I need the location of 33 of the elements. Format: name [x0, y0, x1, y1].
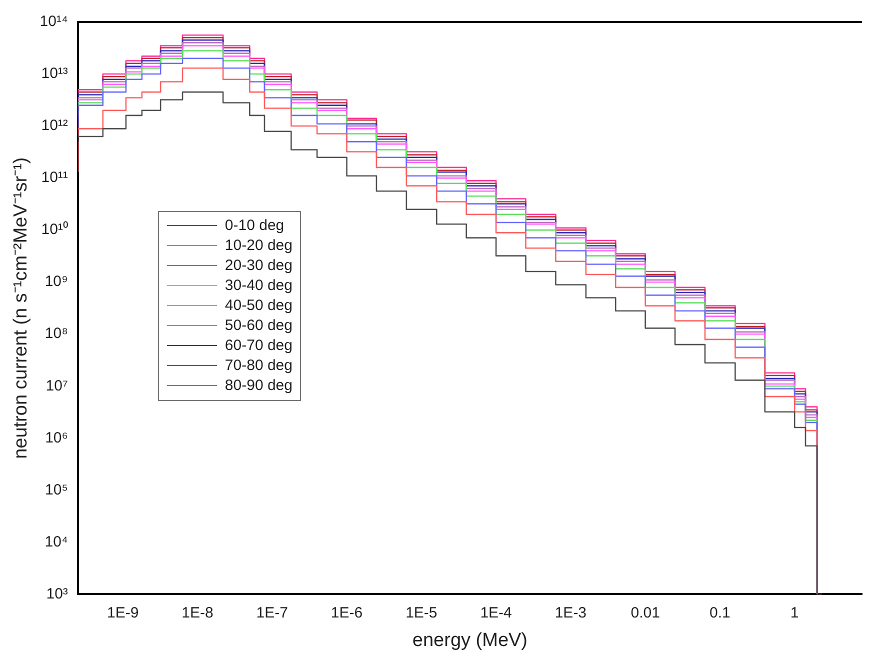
y-tick-label: 10⁸ — [44, 325, 68, 342]
legend-label: 40-50 deg — [224, 297, 292, 314]
x-tick-label: 1E-3 — [554, 604, 587, 622]
y-tick-label: 10¹³ — [41, 65, 68, 82]
y-tick-label: 10⁵ — [45, 481, 68, 498]
x-tick-label: 1E-8 — [182, 604, 214, 622]
legend-label: 30-40 deg — [224, 277, 292, 294]
legend-label: 60-70 deg — [224, 337, 292, 354]
legend-label: 50-60 deg — [224, 317, 292, 334]
y-tick-label: 10⁷ — [46, 377, 68, 394]
x-tick-label: 1E-9 — [107, 604, 139, 622]
y-tick-label: 10³ — [46, 585, 68, 602]
x-tick-label: 1E-7 — [256, 604, 288, 622]
y-tick-label: 10⁶ — [45, 429, 68, 446]
x-tick-label: 0.01 — [630, 604, 660, 622]
x-tick-label: 1E-6 — [330, 604, 363, 622]
y-axis-title: neutron current (n s⁻¹cm⁻²MeV⁻¹sr⁻¹) — [10, 157, 32, 459]
y-tick-label: 10⁴ — [44, 533, 68, 550]
legend-label: 0-10 deg — [224, 217, 284, 234]
x-tick-label: 1 — [790, 604, 799, 622]
legend-label: 20-30 deg — [224, 257, 292, 274]
legend-label: 70-80 deg — [224, 357, 292, 374]
x-tick-label: 1E-5 — [406, 604, 438, 622]
x-tick-label: 1E-4 — [480, 604, 512, 622]
y-tick-label: 10¹² — [41, 117, 68, 134]
y-tick-label: 10¹⁰ — [41, 221, 68, 238]
y-tick-label: 10¹⁴ — [40, 13, 68, 30]
legend-label: 10-20 deg — [224, 237, 292, 254]
y-tick-label: 10¹¹ — [41, 169, 68, 186]
y-tick-label: 10⁹ — [44, 273, 68, 290]
x-tick-label: 0.1 — [710, 604, 730, 622]
legend-label: 80-90 deg — [224, 377, 292, 394]
x-axis-title: energy (MeV) — [412, 630, 528, 651]
